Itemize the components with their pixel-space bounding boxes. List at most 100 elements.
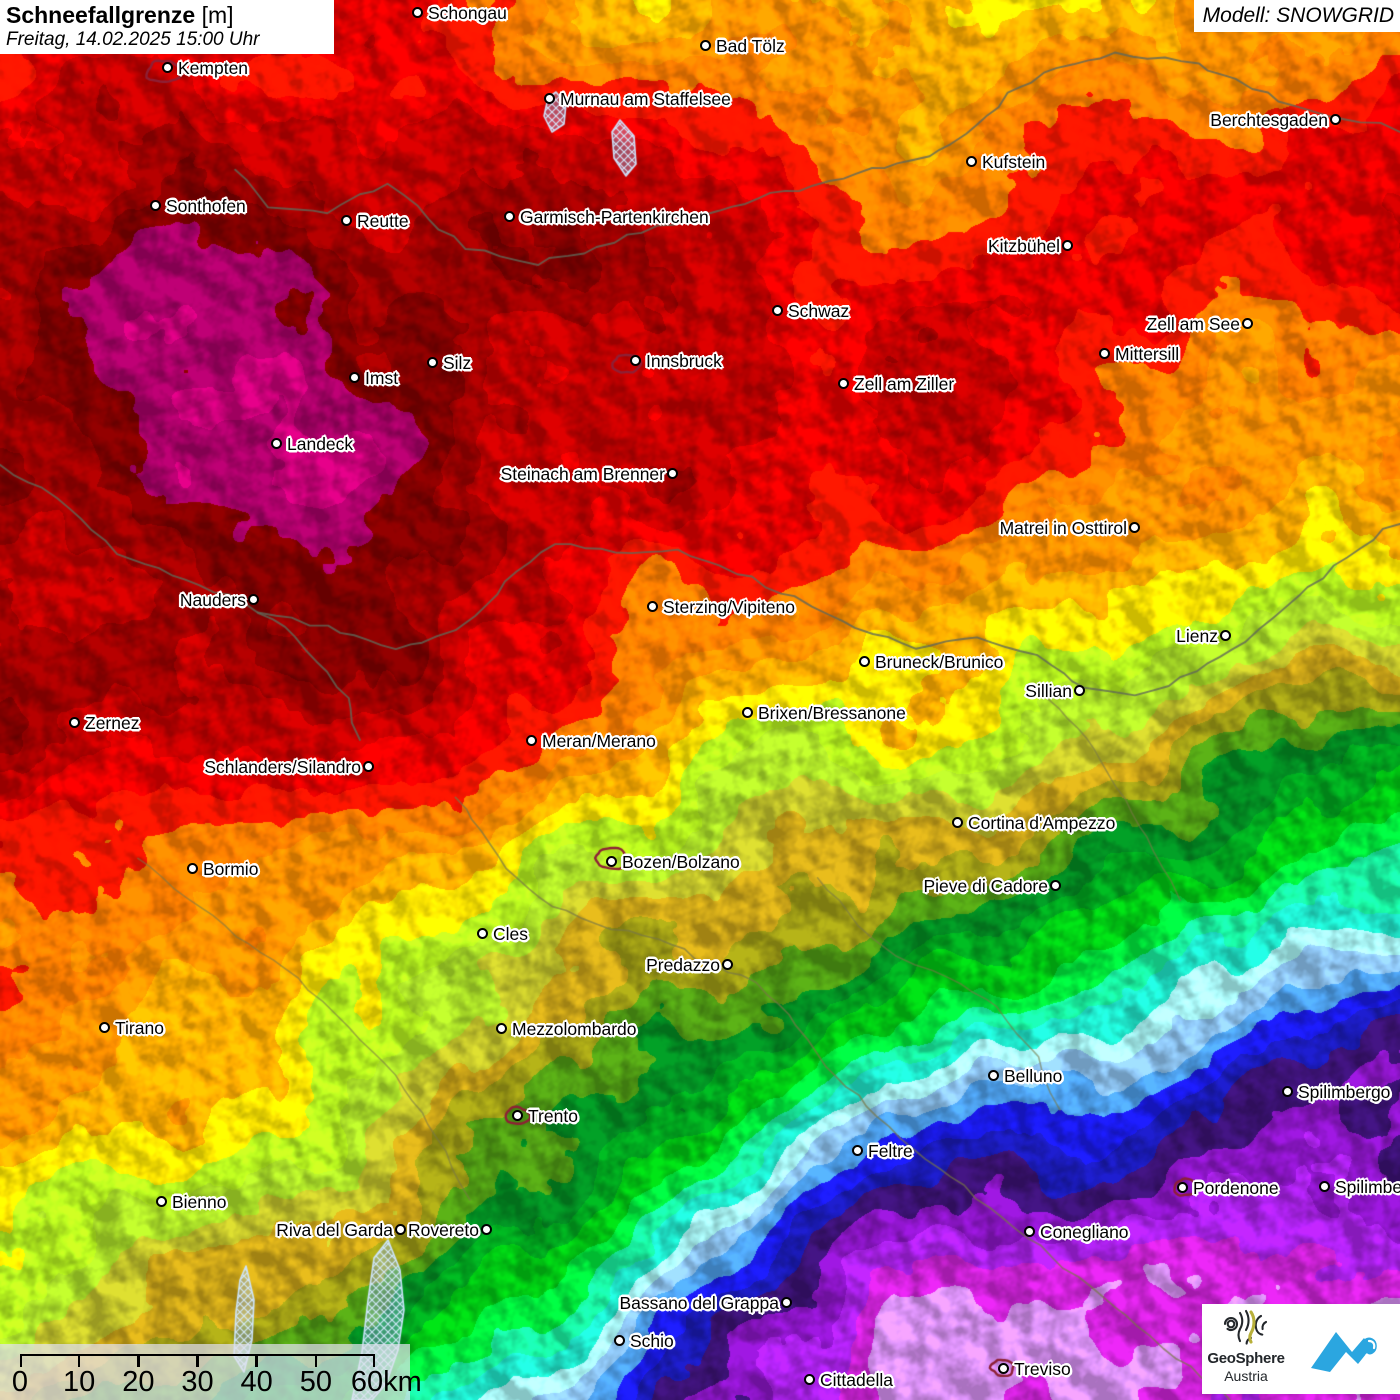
city-dot-icon [606, 856, 617, 867]
city-label: Cortina d'Ampezzo [968, 813, 1116, 833]
city-dot-icon [722, 959, 733, 970]
scale-tick [255, 1354, 258, 1367]
mountain-icon [1311, 1332, 1380, 1372]
city-dot-icon [427, 357, 438, 368]
page-title: Schneefallgrenze [m] [6, 3, 324, 28]
city-label: Spilimbergo [1298, 1082, 1391, 1102]
scale-bar: 0 10 20 30 40 50 60km [0, 1344, 422, 1400]
city-dot-icon [363, 761, 374, 772]
geosphere-logo[interactable]: GeoSphere Austria [1202, 1304, 1290, 1394]
city-label: Zernez [85, 713, 140, 733]
model-label: Modell: SNOWGRID [1193, 0, 1400, 32]
city-label: Schwaz [788, 301, 850, 321]
city-label: Mezzolombardo [512, 1019, 637, 1039]
city-dot-icon [341, 215, 352, 226]
city-label: Zell am See [1146, 314, 1240, 334]
city-label: Kufstein [982, 152, 1046, 172]
city-dot-icon [504, 211, 515, 222]
city-label: Silz [443, 353, 472, 373]
city-dot-icon [271, 438, 282, 449]
city-dot-icon [742, 707, 753, 718]
city-label: Bruneck/Brunico [875, 652, 1004, 672]
city-dot-icon [99, 1022, 110, 1033]
city-dot-icon [412, 7, 423, 18]
city-dot-icon [1330, 114, 1341, 125]
city-dot-icon [772, 305, 783, 316]
city-dot-icon [544, 93, 555, 104]
city-label: Schlanders/Silandro [204, 757, 361, 777]
city-label: Steinach am Brenner [500, 464, 665, 484]
geosphere-swirl-icon [1223, 1309, 1268, 1345]
city-label: Schongau [428, 3, 507, 23]
city-label: Bienno [172, 1192, 227, 1212]
city-label: Murnau am Staffelsee [560, 89, 731, 109]
city-label: Sonthofen [166, 196, 246, 216]
city-dot-icon [804, 1374, 815, 1385]
city-label: Bozen/Bolzano [622, 852, 740, 872]
scale-label: 60km [350, 1366, 422, 1398]
city-dot-icon [952, 817, 963, 828]
scale-label: 30 [181, 1366, 214, 1398]
city-label: Mittersill [1115, 344, 1180, 364]
city-dot-icon [647, 601, 658, 612]
city-dot-icon [700, 40, 711, 51]
city-label: Kitzbühel [988, 236, 1060, 256]
city-label: Treviso [1014, 1359, 1071, 1379]
title-unit: [m] [201, 2, 234, 28]
city-dot-icon [496, 1023, 507, 1034]
city-label: Bormio [203, 859, 259, 879]
city-dot-icon [1074, 685, 1085, 696]
city-label: Landeck [287, 434, 354, 454]
city-label: Pordenone [1193, 1178, 1279, 1198]
city-dot-icon [526, 735, 537, 746]
city-dot-icon [1024, 1226, 1035, 1237]
scale-tick [314, 1354, 318, 1367]
timestamp: Freitag, 14.02.2025 15:00 Uhr [6, 29, 260, 50]
city-dot-icon [1319, 1181, 1330, 1192]
city-label: Sterzing/Vipiteno [663, 597, 795, 617]
title-parameter: Schneefallgrenze [6, 2, 196, 28]
city-label: Innsbruck [646, 351, 722, 371]
scale-label: 10 [63, 1366, 96, 1398]
city-dot-icon [859, 656, 870, 667]
scale-tick [77, 1354, 81, 1367]
city-label: Predazzo [646, 955, 720, 975]
city-dot-icon [187, 863, 198, 874]
city-dot-icon [162, 62, 173, 73]
city-dot-icon [1242, 318, 1253, 329]
geosphere-name: GeoSphere [1207, 1350, 1285, 1367]
city-dot-icon [1099, 348, 1110, 359]
city-label: Schio [630, 1331, 674, 1351]
city-dot-icon [395, 1224, 406, 1235]
city-label: Meran/Merano [542, 731, 656, 751]
city-label: Garmisch-Partenkirchen [520, 207, 709, 227]
city-label: Matrei in Osttirol [999, 518, 1127, 538]
city-dot-icon [69, 717, 80, 728]
snowgrid-logo[interactable] [1290, 1304, 1400, 1394]
title-box: Schneefallgrenze [m] Freitag, 14.02.2025… [0, 0, 334, 54]
city-dot-icon [481, 1224, 492, 1235]
city-label: Cittadella [820, 1370, 893, 1390]
city-dot-icon [1282, 1086, 1293, 1097]
geosphere-country: Austria [1224, 1368, 1268, 1384]
city-dot-icon [1050, 880, 1061, 891]
city-label: Bad Tölz [716, 36, 785, 56]
city-label: Kempten [178, 58, 249, 78]
city-dot-icon [1220, 630, 1231, 641]
city-dot-icon [838, 378, 849, 389]
city-dot-icon [248, 594, 259, 605]
city-dot-icon [512, 1110, 523, 1121]
logo-bar: GeoSphere Austria [1202, 1304, 1400, 1394]
scale-label: 40 [240, 1366, 273, 1398]
city-label: Nauders [179, 590, 246, 610]
scale-label: 20 [122, 1366, 155, 1398]
city-label: Sillian [1025, 681, 1072, 701]
city-label: Cles [493, 924, 529, 944]
city-dot-icon [966, 156, 977, 167]
city-label: Brixen/Bressanone [758, 703, 906, 723]
city-dot-icon [477, 928, 488, 939]
city-dot-icon [1129, 522, 1140, 533]
city-dot-icon [614, 1335, 625, 1346]
